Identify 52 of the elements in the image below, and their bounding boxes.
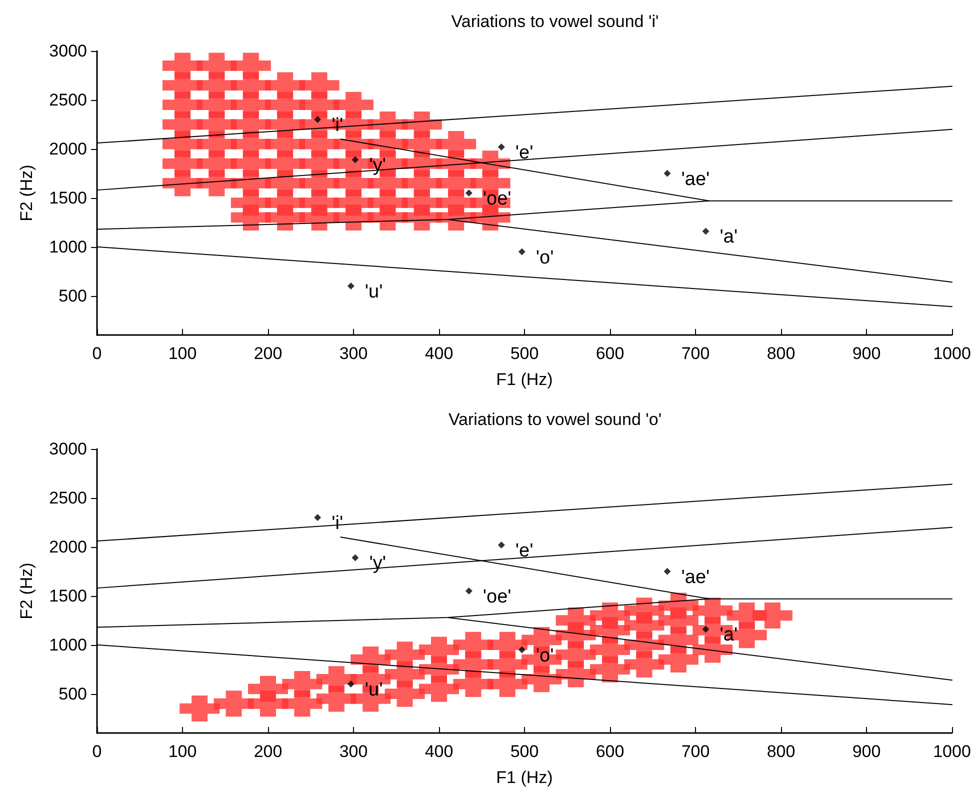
annotation: 'u' bbox=[364, 680, 383, 701]
x-tick-label: 400 bbox=[424, 742, 454, 761]
y-tick-label: 2000 bbox=[49, 537, 87, 556]
x-tick-label: 900 bbox=[852, 344, 881, 363]
y-tick-label: 3000 bbox=[49, 42, 87, 60]
annotation: 'ae' bbox=[681, 566, 710, 588]
annotation: 'u' bbox=[364, 282, 383, 303]
x-axis-title: F1 (Hz) bbox=[496, 768, 553, 787]
x-tick-label: 600 bbox=[596, 742, 624, 761]
y-tick-label: 2000 bbox=[49, 139, 87, 158]
x-tick-label: 100 bbox=[168, 344, 197, 363]
chart-title: Variations to vowel sound 'i' bbox=[451, 12, 659, 31]
x-tick-label: 500 bbox=[510, 344, 539, 363]
y-axis-title: F2 (Hz) bbox=[17, 562, 36, 620]
x-tick-label: 900 bbox=[852, 742, 881, 761]
x-tick-label: 500 bbox=[510, 742, 539, 761]
y-tick-label: 1500 bbox=[49, 586, 87, 606]
y-tick-label: 500 bbox=[58, 286, 87, 306]
annotation: 'oe' bbox=[482, 188, 512, 210]
x-tick-label: 0 bbox=[92, 344, 102, 363]
x-tick-label: 800 bbox=[766, 344, 796, 363]
annotation: 'e' bbox=[515, 540, 534, 562]
y-tick-label: 2500 bbox=[49, 488, 87, 508]
annotation: 'e' bbox=[515, 142, 534, 164]
x-tick-label: 300 bbox=[339, 344, 368, 363]
x-tick-label: 200 bbox=[254, 344, 282, 363]
x-tick-label: 300 bbox=[339, 742, 368, 761]
annotation: 'o' bbox=[536, 645, 554, 666]
annotation: 'oe' bbox=[482, 586, 512, 608]
y-tick-label: 2500 bbox=[49, 90, 87, 110]
y-tick-label: 1000 bbox=[49, 237, 87, 256]
x-tick-label: 0 bbox=[92, 742, 102, 761]
x-tick-label: 600 bbox=[596, 344, 624, 363]
x-tick-label: 1000 bbox=[933, 344, 971, 363]
y-axis-title: F2 (Hz) bbox=[17, 164, 36, 222]
annotation: 'o' bbox=[536, 247, 554, 268]
x-tick-label: 800 bbox=[766, 742, 796, 761]
x-tick-label: 100 bbox=[168, 742, 197, 761]
x-tick-label: 400 bbox=[424, 344, 454, 363]
x-tick-label: 1000 bbox=[933, 742, 971, 761]
annotation: 'a' bbox=[720, 226, 738, 248]
x-tick-label: 200 bbox=[254, 742, 282, 761]
y-tick-label: 3000 bbox=[49, 440, 87, 458]
annotation: 'ae' bbox=[681, 168, 710, 190]
y-tick-label: 500 bbox=[58, 684, 87, 704]
x-tick-label: 700 bbox=[681, 742, 710, 761]
y-tick-label: 1000 bbox=[49, 635, 87, 654]
y-tick-label: 1500 bbox=[49, 188, 87, 208]
chart-title: Variations to vowel sound 'o' bbox=[448, 410, 662, 429]
annotation: 'a' bbox=[720, 624, 738, 646]
x-tick-label: 700 bbox=[681, 344, 710, 363]
x-axis-title: F1 (Hz) bbox=[496, 370, 553, 389]
